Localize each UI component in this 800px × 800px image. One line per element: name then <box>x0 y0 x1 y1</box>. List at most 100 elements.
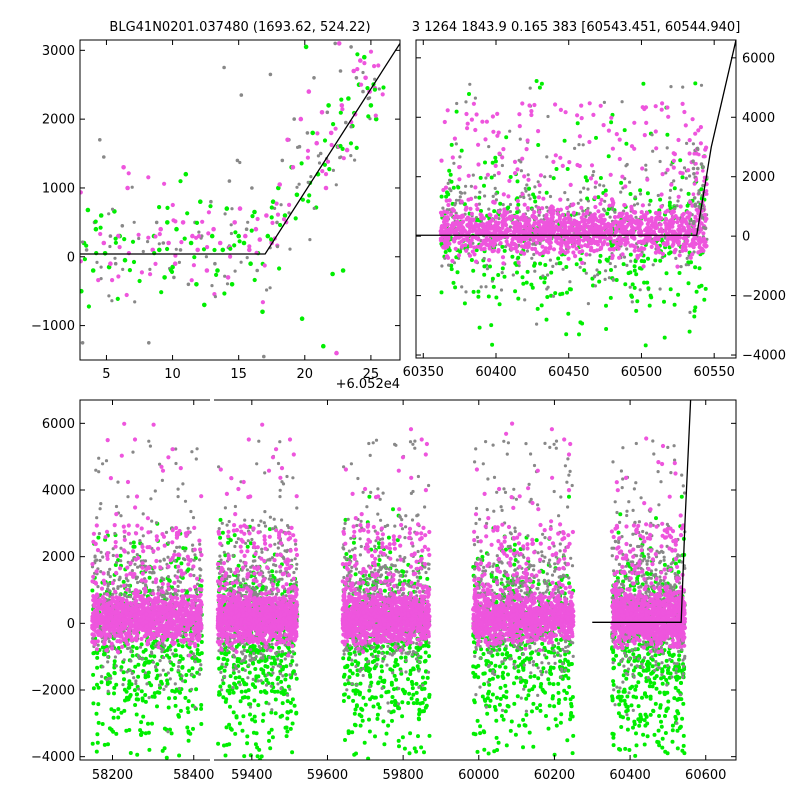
top-left-point-magenta <box>334 350 339 356</box>
top-right-point-magenta <box>665 105 670 110</box>
top-right-point-gray <box>588 253 592 257</box>
top-left-ytick-label: 0 <box>67 250 75 265</box>
bottom-point-magenta <box>140 565 145 570</box>
top-right-point-magenta <box>442 219 447 224</box>
top-right-point-green <box>642 259 647 264</box>
top-left-point-magenta <box>117 245 122 250</box>
top-left-xtick-label: 15 <box>230 367 247 382</box>
top-right-point-magenta <box>596 209 601 214</box>
top-right-point-green <box>439 194 444 199</box>
top-right-point-magenta <box>447 241 452 246</box>
top-left-point-magenta <box>125 185 130 191</box>
bottom-point-magenta <box>176 532 181 537</box>
bottom-point-green <box>176 556 181 561</box>
bottom-point-green <box>143 731 148 736</box>
top-right-point-magenta <box>625 214 630 219</box>
top-left-point-magenta <box>319 110 325 115</box>
top-right-point-gray <box>449 189 453 193</box>
bottom-point-magenta <box>191 605 196 610</box>
top-left-point-magenta <box>315 131 320 136</box>
top-right-point-magenta <box>665 239 670 245</box>
top-right-point-magenta <box>522 237 527 242</box>
top-right-xtick-label: 60500 <box>621 365 662 380</box>
bottom-point-magenta <box>186 530 191 535</box>
top-right-point-magenta <box>615 237 620 242</box>
bottom-point-magenta <box>95 548 101 553</box>
top-left-point-gray <box>312 206 316 210</box>
top-right-point-gray <box>566 198 570 202</box>
top-left-point-green <box>269 205 274 210</box>
top-left-point-green <box>159 290 164 295</box>
top-left-point-gray <box>146 240 150 244</box>
bottom-point-green <box>136 662 141 667</box>
top-right-xtick-label: 60550 <box>694 365 735 380</box>
top-right-point-magenta <box>518 217 523 222</box>
top-left-point-magenta <box>336 41 342 46</box>
bottom-point-magenta <box>113 615 118 620</box>
top-left-point-green <box>331 122 336 127</box>
top-left-point-magenta <box>362 61 367 66</box>
top-right-point-gray <box>624 164 628 168</box>
top-right-point-gray <box>658 159 662 164</box>
bottom-point-gray <box>122 592 127 596</box>
top-left-point-gray <box>229 223 233 227</box>
top-left-point-green <box>249 228 254 233</box>
top-right-point-green <box>445 190 449 195</box>
top-left-point-magenta <box>359 82 364 87</box>
top-right-point-gray <box>696 200 700 204</box>
top-right-point-magenta <box>522 245 527 250</box>
top-right-point-magenta <box>450 258 455 263</box>
top-right-point-magenta <box>513 171 518 176</box>
top-left-point-gray <box>292 117 297 121</box>
top-right-point-magenta <box>531 223 536 228</box>
top-right-point-green <box>664 271 669 276</box>
bottom-point-green <box>139 720 144 725</box>
top-right-point-magenta <box>553 102 558 107</box>
top-left-xtick-label: 25 <box>363 367 380 382</box>
top-right-point-rise <box>693 216 698 220</box>
top-right-point-magenta <box>454 227 459 232</box>
top-right-point-magenta <box>445 215 450 220</box>
top-right-point-magenta <box>670 219 675 224</box>
bottom-point-green <box>99 680 104 685</box>
bottom-point-magenta <box>157 641 162 646</box>
bottom-point-gray <box>178 545 182 549</box>
top-right-point-magenta <box>605 242 610 247</box>
bottom-point-magenta <box>102 628 107 633</box>
top-left-point-gray <box>108 234 113 238</box>
bottom-point-green <box>100 722 105 726</box>
top-right-point-magenta <box>513 243 519 248</box>
bottom-point-green <box>169 731 174 736</box>
top-left-point-green <box>188 240 194 246</box>
top-right-point-magenta <box>525 138 530 143</box>
top-right-point-magenta <box>579 116 584 121</box>
bottom-point-green <box>129 682 134 687</box>
top-right-point-gray <box>532 252 536 257</box>
top-right-point-gray <box>644 168 648 172</box>
top-right-point-gray <box>464 100 468 104</box>
top-right-point-magenta <box>551 159 556 164</box>
top-right-point-green <box>449 179 454 184</box>
top-left-point-green <box>194 282 199 287</box>
top-right-point-green <box>582 268 587 273</box>
top-left-point-magenta <box>136 232 141 237</box>
top-right-point-rise <box>696 211 700 216</box>
top-right-point-gray <box>523 186 527 191</box>
top-left-point-green <box>321 343 326 349</box>
top-left-point-green <box>165 205 170 210</box>
top-right-point-gray <box>523 298 527 302</box>
top-right-point-gray <box>651 263 655 267</box>
top-right-point-green <box>594 135 598 140</box>
top-right-point-magenta <box>547 246 552 251</box>
top-right-point-gray <box>669 85 673 89</box>
top-left-point-magenta <box>190 233 195 239</box>
top-right-point-green <box>516 296 521 301</box>
top-right-point-magenta <box>545 216 550 221</box>
bottom-point-gray <box>113 655 117 659</box>
bottom-point-magenta <box>108 601 114 606</box>
top-left-point-green <box>233 230 238 235</box>
top-right-point-green <box>653 258 658 263</box>
bottom-point-green <box>124 728 129 733</box>
bottom-point-green <box>290 750 295 755</box>
